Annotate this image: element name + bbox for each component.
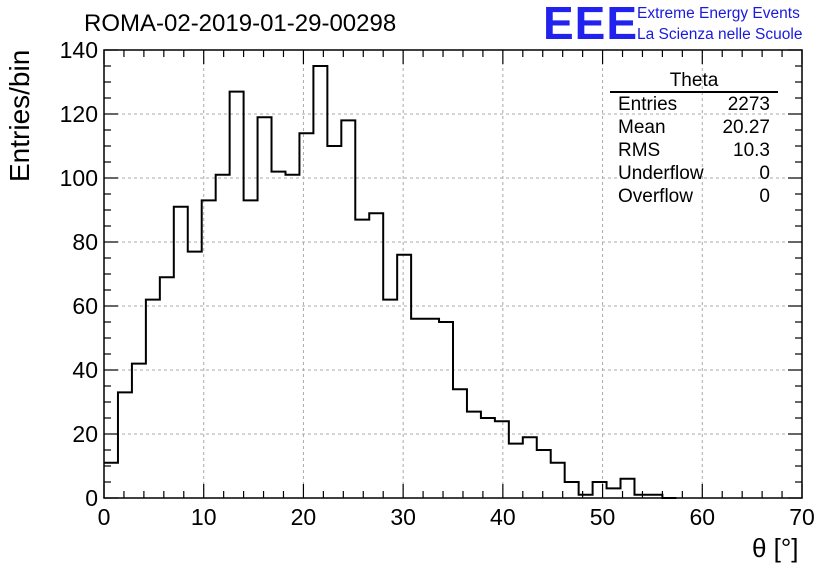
histogram-bin [369,213,383,498]
histogram-bin [537,450,551,498]
histogram-bin [634,495,648,498]
y-tick-label: 60 [72,293,98,319]
histogram-bin [327,146,341,498]
histogram-bin [579,495,593,498]
histogram-bin [216,175,230,498]
y-tick-label: 40 [72,357,98,383]
stats-label: Overflow [618,186,693,207]
y-tick-label: 80 [72,229,98,255]
histogram-bin [188,252,202,498]
histogram-bin [551,463,565,498]
histogram-bin [258,117,272,498]
stats-value: 10.3 [733,140,770,161]
y-tick-label: 120 [60,101,98,127]
histogram-bin [439,322,453,498]
histogram-bin [355,220,369,498]
stats-label: Entries [618,94,678,115]
logo-line-1: Extreme Energy Events [637,5,800,22]
x-tick-label: 20 [291,504,317,530]
y-tick-label: 140 [60,37,98,63]
histogram-bin [341,120,355,498]
eee-logo: EEE [543,0,639,49]
stats-value: 0 [759,163,770,184]
x-tick-label: 50 [590,504,616,530]
histogram-bin [467,412,481,498]
histogram-bin [104,463,118,498]
histogram-bin [160,277,174,498]
histogram-bin [648,495,662,498]
eee-logo-caption: Extreme Energy Events La Scienza nelle S… [637,3,802,45]
histogram-bin [621,479,635,498]
histogram-bin [607,488,621,498]
stats-label: Mean [618,117,666,138]
stats-value: 20.27 [722,117,770,138]
stats-label: RMS [618,140,661,161]
stats-row-overflow: Overflow 0 [610,185,778,208]
x-tick-label: 60 [689,504,715,530]
histogram-bin [118,392,132,498]
logo-line-2: La Scienza nelle Scuole [637,26,803,43]
stats-value: 2273 [727,94,770,115]
histogram-bin [397,255,411,498]
x-tick-label: 30 [390,504,416,530]
histogram-bin [523,437,537,498]
histogram-bin [272,172,286,498]
y-tick-label: 0 [85,485,98,511]
y-axis-label: Entries/bin [4,49,35,182]
plot-title: ROMA-02-2019-01-29-00298 [84,10,397,37]
histogram-bin [146,300,160,498]
histogram-bin [481,418,495,498]
histogram-bin [565,482,579,498]
histogram-bin [509,444,523,498]
stats-row-mean: Mean 20.27 [610,116,778,139]
stats-box-name: Theta [610,70,778,93]
y-tick-label: 100 [60,165,98,191]
histogram-bin [383,300,397,498]
histogram-outline [104,65,677,499]
histogram-bin [313,66,327,498]
y-tick-label: 20 [72,421,98,447]
stats-box: Theta Entries 2273 Mean 20.27 RMS 10.3 U… [610,70,778,208]
stats-value: 0 [759,186,770,207]
x-tick-label: 10 [191,504,217,530]
stats-row-underflow: Underflow 0 [610,162,778,185]
histogram-bin [411,319,425,498]
histogram-bin [425,319,439,498]
histogram-bin [495,421,509,498]
stats-label: Underflow [618,163,704,184]
x-tick-label: 0 [98,504,111,530]
x-tick-label: 40 [490,504,516,530]
histogram-bin [453,389,467,498]
histogram-bin [230,92,244,498]
stats-row-entries: Entries 2273 [610,93,778,116]
histogram-bin [285,175,299,498]
x-tick-label: 70 [789,504,815,530]
histogram-bin [174,207,188,498]
histogram-bin [299,133,313,498]
histogram-bin [593,482,607,498]
histogram-bin [244,200,258,498]
histogram-bin [132,364,146,498]
x-axis-label: θ [°] [752,533,799,563]
histogram-bin [202,200,216,498]
stats-row-rms: RMS 10.3 [610,139,778,162]
